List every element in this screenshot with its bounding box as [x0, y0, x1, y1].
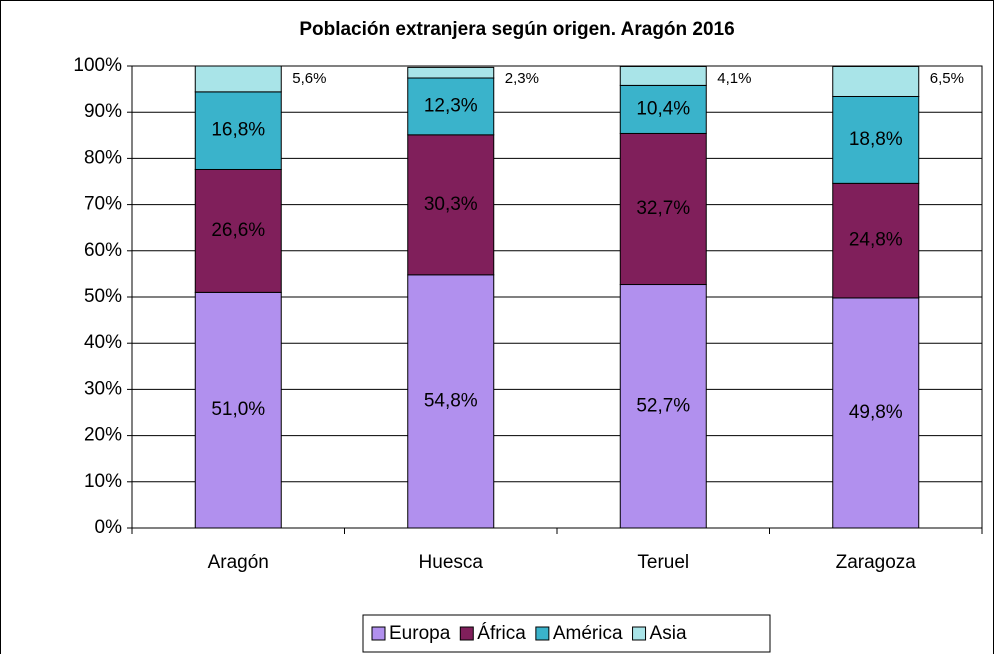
legend-label: Asia — [650, 623, 687, 644]
bar-segment — [194, 291, 282, 529]
data-label: 52,7% — [636, 395, 690, 416]
legend-swatch — [535, 626, 550, 641]
bar-segment — [194, 65, 282, 93]
chart-title: Población extranjera según origen. Aragó… — [299, 19, 734, 40]
data-label: 32,7% — [636, 198, 690, 219]
x-tick-label: Teruel — [637, 552, 689, 573]
y-tick-label: 70% — [84, 194, 122, 215]
data-label: 51,0% — [211, 399, 265, 420]
bar-segment — [619, 84, 707, 134]
bar-segment — [407, 66, 495, 79]
data-label: 26,6% — [211, 220, 265, 241]
data-label: 5,6% — [292, 70, 326, 87]
legend-swatch — [632, 626, 647, 641]
legend-label: Europa — [389, 623, 451, 644]
legend-swatch — [371, 626, 386, 641]
y-tick-label: 90% — [84, 101, 122, 122]
legend-box — [362, 614, 771, 653]
legend-swatch — [459, 626, 474, 641]
bar-segment — [194, 168, 282, 293]
data-label: 18,8% — [849, 129, 903, 150]
bar-segment — [619, 132, 707, 286]
data-label: 12,3% — [424, 95, 478, 116]
data-label: 49,8% — [849, 402, 903, 423]
bar-segment — [832, 297, 920, 529]
data-label: 24,8% — [849, 230, 903, 251]
data-label: 4,1% — [717, 70, 751, 87]
x-tick-label: Huesca — [419, 552, 484, 573]
y-tick-label: 60% — [84, 240, 122, 261]
bar-segment — [407, 274, 495, 529]
y-tick-label: 40% — [84, 332, 122, 353]
y-tick-label: 80% — [84, 147, 122, 168]
y-tick-label: 0% — [95, 517, 123, 538]
y-tick-label: 50% — [84, 286, 122, 307]
data-label: 6,5% — [930, 70, 964, 87]
data-label: 10,4% — [636, 98, 690, 119]
bar-segment — [832, 182, 920, 299]
y-tick-label: 20% — [84, 425, 122, 446]
bar-segment — [619, 65, 707, 86]
bar-segment — [619, 284, 707, 529]
data-label: 2,3% — [505, 70, 539, 87]
bar-segment — [832, 65, 920, 97]
x-tick-label: Zaragoza — [836, 552, 917, 573]
bar-segment — [194, 91, 282, 170]
x-tick-label: Aragón — [208, 552, 269, 573]
y-tick-label: 10% — [84, 471, 122, 492]
legend-label: África — [477, 623, 526, 644]
data-label: 54,8% — [424, 390, 478, 411]
y-tick-label: 100% — [73, 55, 122, 76]
bar-segment — [832, 95, 920, 184]
bar-segment — [407, 77, 495, 136]
y-tick-label: 30% — [84, 378, 122, 399]
legend-label: América — [553, 623, 623, 644]
bar-segment — [407, 134, 495, 276]
data-label: 16,8% — [211, 120, 265, 141]
data-label: 30,3% — [424, 194, 478, 215]
